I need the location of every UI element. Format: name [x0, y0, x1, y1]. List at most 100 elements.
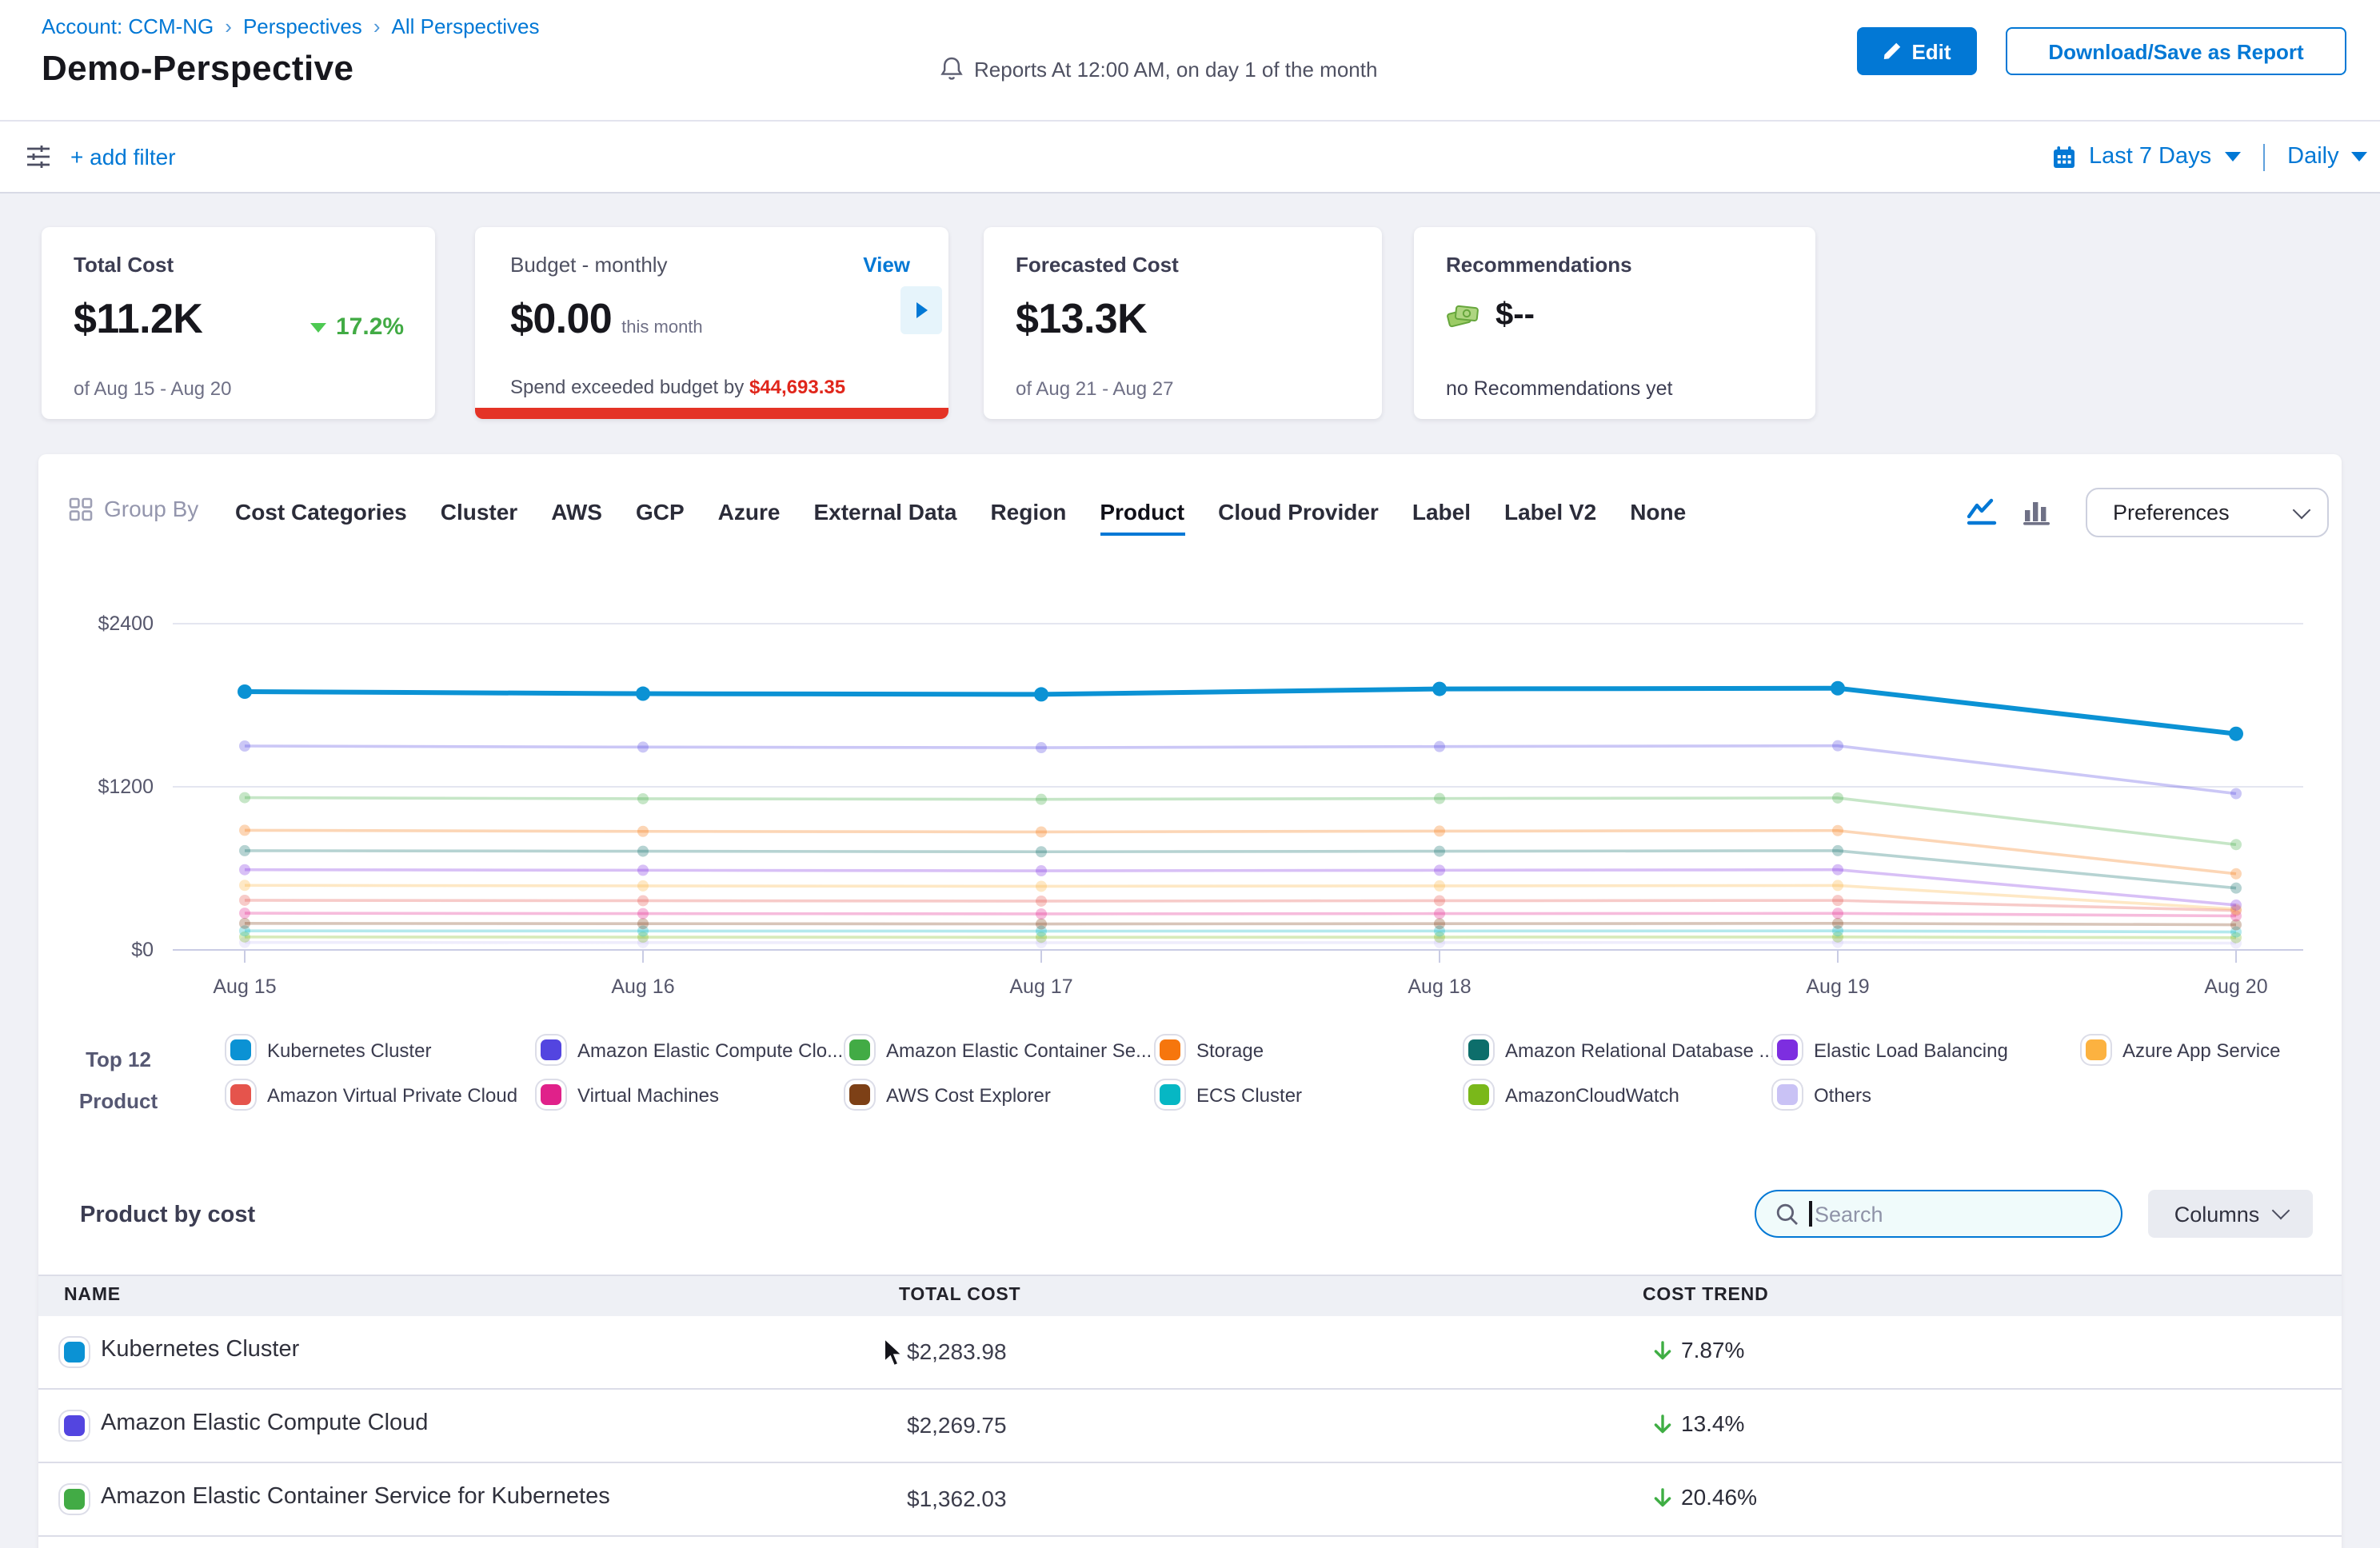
tab-cloud-provider[interactable]: Cloud Provider	[1218, 498, 1379, 535]
svg-text:Aug 19: Aug 19	[1806, 975, 1869, 998]
tab-aws[interactable]: AWS	[551, 498, 602, 535]
search-input[interactable]: Search	[1755, 1190, 2122, 1238]
column-header-total-cost[interactable]: TOTAL COST	[899, 1286, 1020, 1305]
svg-text:$1200: $1200	[98, 776, 154, 798]
budget-next-button[interactable]	[900, 286, 942, 334]
divider	[2262, 143, 2265, 170]
legend-swatch-icon	[1777, 1039, 1798, 1060]
legend-item[interactable]: Amazon Elastic Container Se...	[849, 1036, 1152, 1063]
legend-swatch-icon	[2086, 1039, 2106, 1060]
preferences-label: Preferences	[2113, 501, 2230, 525]
table-row[interactable]: Amazon Elastic Container Service for Kub…	[38, 1463, 2342, 1537]
table-header-row: NAME TOTAL COST COST TREND	[38, 1275, 2342, 1316]
breadcrumb-link[interactable]: All Perspectives	[392, 14, 540, 38]
cost-chart[interactable]: $0$1200$2400Aug 15Aug 16Aug 17Aug 18Aug …	[38, 595, 2342, 1100]
legend-item[interactable]: Kubernetes Cluster	[230, 1036, 431, 1063]
tab-label-v2[interactable]: Label V2	[1504, 498, 1596, 535]
budget-card: Budget - monthly View $0.00 this month S…	[475, 227, 948, 419]
tab-none[interactable]: None	[1630, 498, 1686, 535]
legend-item[interactable]: Elastic Load Balancing	[1777, 1036, 2008, 1063]
breadcrumb-link[interactable]: Account: CCM-NG	[42, 14, 214, 38]
columns-dropdown[interactable]: Columns	[2148, 1190, 2313, 1238]
table-row[interactable]: Kubernetes Cluster $2,283.98 7.87%	[38, 1316, 2342, 1390]
column-header-cost-trend[interactable]: COST TREND	[1643, 1286, 1769, 1305]
text-cursor	[1809, 1201, 1811, 1227]
legend-swatch-icon	[230, 1039, 251, 1060]
edit-button-label: Edit	[1911, 39, 1951, 63]
breadcrumb-link[interactable]: Perspectives	[243, 14, 362, 38]
legend-item[interactable]: Amazon Virtual Private Cloud	[230, 1081, 517, 1108]
table-section-title: Product by cost	[80, 1203, 255, 1228]
legend-swatch-icon	[1160, 1039, 1180, 1060]
product-cost-table: NAME TOTAL COST COST TREND Kubernetes Cl…	[38, 1275, 2342, 1537]
time-range-dropdown[interactable]: Last 7 Days	[2089, 144, 2240, 170]
forecast-period: of Aug 21 - Aug 27	[1016, 377, 1174, 400]
legend-label: AWS Cost Explorer	[886, 1083, 1051, 1106]
legend-swatch-icon	[849, 1039, 870, 1060]
breadcrumb-separator: ›	[225, 14, 232, 38]
legend-item[interactable]: Amazon Elastic Compute Clo...	[541, 1036, 843, 1063]
download-save-report-button[interactable]: Download/Save as Report	[2006, 27, 2346, 75]
preferences-dropdown[interactable]: Preferences	[2086, 488, 2329, 537]
table-row[interactable]: Amazon Elastic Compute Cloud$2,269.7513.…	[38, 1390, 2342, 1463]
row-cost-trend: 7.87%	[1652, 1337, 1744, 1362]
tab-gcp[interactable]: GCP	[636, 498, 685, 535]
tab-label[interactable]: Label	[1412, 498, 1471, 535]
edit-button[interactable]: Edit	[1857, 27, 1977, 75]
legend-item[interactable]: Azure App Service	[2086, 1036, 2280, 1063]
legend-item[interactable]: ECS Cluster	[1160, 1081, 1302, 1108]
tab-region[interactable]: Region	[990, 498, 1066, 535]
line-chart-icon[interactable]	[1966, 497, 2001, 526]
legend-label: Amazon Elastic Compute Clo...	[577, 1039, 843, 1061]
legend-item[interactable]: AWS Cost Explorer	[849, 1081, 1051, 1108]
svg-text:Aug 18: Aug 18	[1408, 975, 1471, 998]
filter-sliders-icon[interactable]	[26, 144, 51, 178]
legend-item[interactable]: Amazon Relational Database ...	[1468, 1036, 1775, 1063]
row-swatch-icon	[64, 1489, 85, 1510]
columns-label: Columns	[2174, 1202, 2260, 1226]
bar-chart-icon[interactable]	[2022, 497, 2054, 526]
row-cost-trend: 20.46%	[1652, 1484, 1757, 1510]
tab-product[interactable]: Product	[1100, 498, 1184, 535]
group-by-label-text: Group By	[104, 496, 198, 521]
grid-icon	[69, 497, 93, 521]
legend-item[interactable]: Storage	[1160, 1036, 1264, 1063]
calendar-icon	[2052, 145, 2076, 169]
trend-value: 13.4%	[1681, 1410, 1744, 1436]
column-header-name[interactable]: NAME	[64, 1286, 121, 1305]
svg-text:Aug 17: Aug 17	[1009, 975, 1072, 998]
tab-azure[interactable]: Azure	[718, 498, 781, 535]
total-cost-period: of Aug 15 - Aug 20	[74, 377, 232, 400]
total-cost-title: Total Cost	[74, 253, 174, 277]
tab-external-data[interactable]: External Data	[813, 498, 956, 535]
legend-swatch-icon	[541, 1084, 561, 1105]
legend-item[interactable]: AmazonCloudWatch	[1468, 1081, 1679, 1108]
budget-view-link[interactable]: View	[863, 253, 910, 277]
legend-label: Elastic Load Balancing	[1814, 1039, 2008, 1061]
trend-down-arrow-icon	[1652, 1413, 1673, 1434]
granularity-dropdown[interactable]: Daily	[2287, 144, 2367, 170]
add-filter-button[interactable]: + add filter	[70, 133, 176, 181]
row-product-name: Kubernetes Cluster	[101, 1337, 299, 1362]
budget-value-suffix: this month	[621, 318, 703, 337]
bell-icon	[940, 56, 963, 82]
page-title: Demo-Perspective	[42, 48, 353, 90]
legend-label: Others	[1814, 1083, 1871, 1106]
row-cost-trend: 13.4%	[1652, 1410, 1744, 1436]
legend-item[interactable]: Others	[1777, 1081, 1871, 1108]
legend-label: Amazon Virtual Private Cloud	[267, 1083, 517, 1106]
tab-cluster[interactable]: Cluster	[441, 498, 517, 535]
row-total-cost: $2,283.98	[907, 1339, 1007, 1364]
legend-item[interactable]: Virtual Machines	[541, 1081, 719, 1108]
legend-swatch-icon	[541, 1039, 561, 1060]
chart-type-toggle	[1966, 497, 2054, 526]
search-icon	[1775, 1202, 1799, 1226]
report-schedule: Reports At 12:00 AM, on day 1 of the mon…	[940, 56, 1377, 82]
tab-cost-categories[interactable]: Cost Categories	[235, 498, 407, 535]
report-schedule-text: Reports At 12:00 AM, on day 1 of the mon…	[974, 57, 1377, 81]
legend-label: Kubernetes Cluster	[267, 1039, 431, 1061]
total-cost-trend: 17.2%	[310, 313, 404, 341]
row-swatch-icon	[64, 1415, 85, 1436]
time-controls: Last 7 Days Daily	[2052, 133, 2368, 181]
legend-label: Azure App Service	[2122, 1039, 2280, 1061]
